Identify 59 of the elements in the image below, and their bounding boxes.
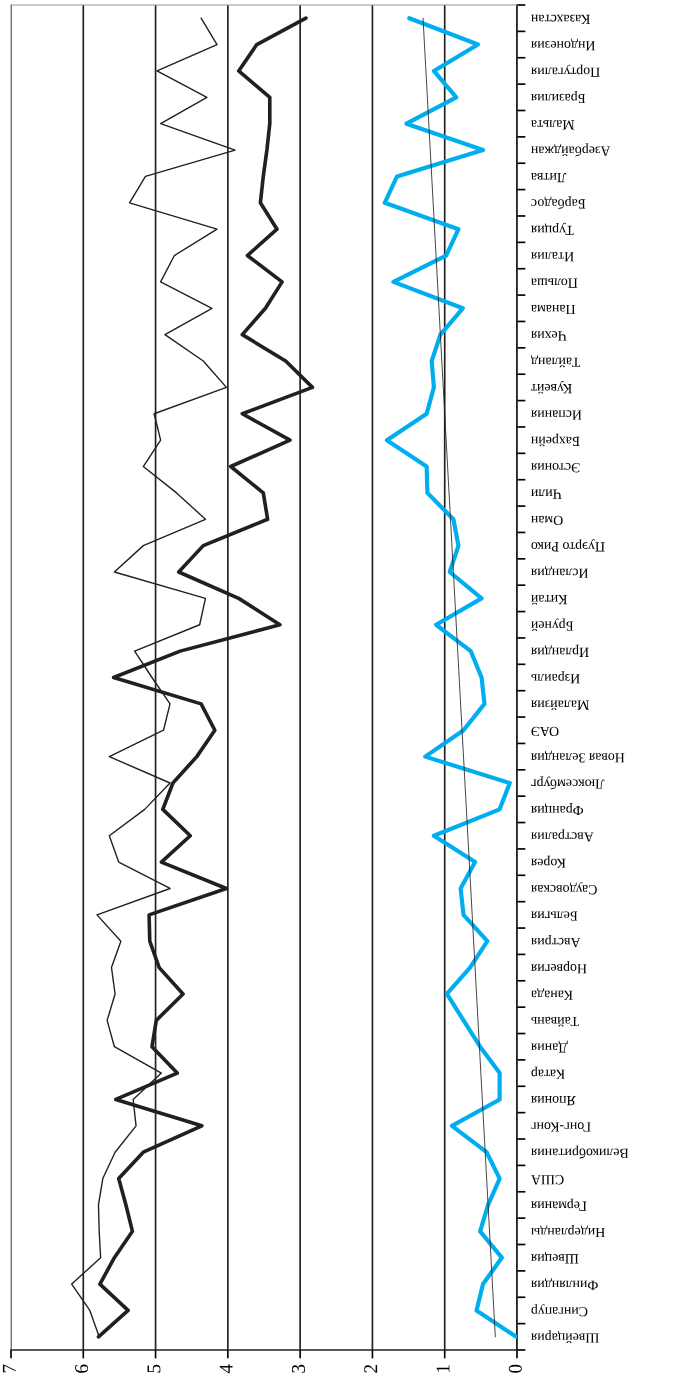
y-tick-label: Нидерланды [531, 1225, 605, 1238]
y-tick-label: Пуэрто Рико [531, 539, 605, 552]
y-tick-label: США [530, 1175, 564, 1185]
y-tick-label: Норвегия [531, 961, 587, 974]
x-tick-label: 2 [364, 1364, 378, 1373]
y-tick-label: Китай [531, 594, 568, 605]
y-tick-label: Катар [531, 1066, 565, 1079]
y-tick-label: Оман [531, 515, 563, 526]
x-tick-label: 1 [436, 1365, 450, 1372]
y-tick-label: Барбадос [531, 196, 586, 210]
y-tick-label: Корея [531, 855, 566, 868]
y-tick-label: Саудовская [531, 882, 597, 895]
y-tick-label: Эстония [531, 463, 580, 473]
y-tick-label: Тайланд [531, 355, 580, 368]
y-tick-label: Швейцария [531, 1330, 599, 1343]
y-tick-label: Франция [531, 803, 584, 816]
y-tick-label: Канада [531, 987, 573, 1000]
y-tick-label: Ирландия [531, 644, 589, 657]
y-tick-label: Великобритания [531, 1145, 629, 1159]
y-tick-label: Швеция [531, 1251, 579, 1264]
y-tick-label: Тайвань [531, 1016, 579, 1027]
y-tick-label: Испания [531, 410, 582, 420]
y-tick-label: Индонезия [531, 38, 596, 51]
x-tick-label: 4 [219, 1364, 233, 1374]
y-tick-label: Израиль [531, 671, 580, 684]
x-tick-label: 3 [291, 1364, 306, 1373]
y-tick-label: Финляндия [531, 1278, 598, 1290]
y-tick-label: Италия [531, 252, 574, 262]
y-tick-label: Азербайджан [531, 143, 611, 157]
y-tick-label: Польша [531, 278, 578, 288]
y-tick-label: Исландия [531, 565, 589, 578]
y-tick-label: Чили [531, 489, 562, 499]
y-tick-label: Литва [531, 172, 567, 183]
x-tick-label: 7 [2, 1364, 16, 1373]
y-tick-label: Бельгия [531, 911, 578, 921]
y-tick-label: Австрия [531, 934, 581, 948]
y-tick-label: Кувейт [531, 381, 572, 394]
y-tick-label: Турция [531, 222, 574, 235]
y-tick-label: Германия [531, 1198, 587, 1211]
y-tick-label: Бруней [531, 618, 574, 631]
y-tick-label: Бахрейн [531, 433, 580, 447]
x-tick-label: 5 [147, 1364, 161, 1373]
y-tick-label: Португалия [531, 64, 600, 77]
y-tick-label: Мальта [531, 120, 575, 130]
y-tick-label: Дания [531, 1040, 568, 1053]
y-tick-label: Панама [531, 304, 576, 315]
y-tick-label: Чехия [531, 331, 567, 341]
y-tick-label: Бразилия [531, 91, 586, 104]
y-tick-label: Люксембург [531, 776, 605, 790]
y-tick-label: Малайзия [531, 700, 589, 711]
x-tick-label: 6 [75, 1364, 89, 1373]
x-tick-label: 0 [508, 1364, 522, 1373]
y-tick-label: Новая Зеландия [531, 750, 625, 763]
y-tick-label: Гонг-Конг [531, 1122, 591, 1132]
y-tick-label: Япония [531, 1095, 576, 1106]
y-tick-label: Австралия [531, 829, 594, 842]
y-tick-label: ОАЭ [531, 726, 559, 737]
y-tick-label: Казахстан [531, 14, 590, 24]
y-tick-label: Сингапур [531, 1304, 588, 1317]
